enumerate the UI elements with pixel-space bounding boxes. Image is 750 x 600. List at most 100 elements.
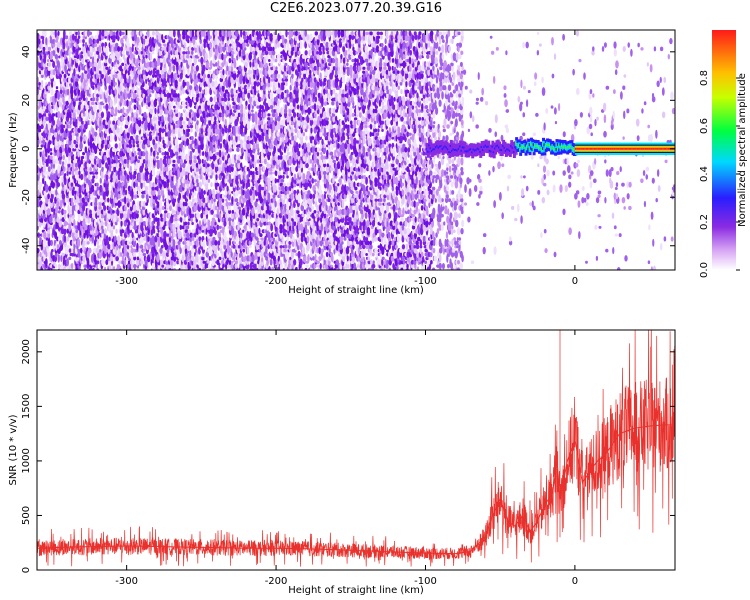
spectrogram-cell: [84, 136, 88, 141]
spectrogram-cell: [195, 253, 199, 263]
spectrogram-cell: [274, 58, 278, 63]
spectrogram-cell: [234, 30, 239, 37]
spectrogram-cell: [54, 54, 59, 60]
spectrogram-cell: [65, 127, 68, 134]
spectrogram-cell: [247, 103, 251, 111]
spectrogram-cell: [75, 57, 79, 64]
spectrogram-cell: [182, 246, 185, 256]
spectrogram-cell: [114, 81, 118, 86]
spectrogram-cell: [255, 237, 259, 241]
spectrogram-cell: [51, 190, 54, 195]
spectrogram-cell: [66, 166, 70, 172]
spectrogram-cell: [187, 39, 190, 44]
spectrogram-cell: [123, 196, 127, 205]
spectrogram-cell: [133, 66, 137, 70]
spectrogram-cell: [45, 171, 49, 175]
spectrogram-cell: [218, 236, 222, 242]
spectrogram-cell: [50, 239, 53, 246]
spectrogram-cell: [159, 157, 163, 165]
spectrogram-cell: [177, 240, 181, 245]
spectrogram-cell: [191, 194, 195, 199]
spectrogram-cell: [86, 257, 90, 267]
spectrogram-cell: [66, 143, 70, 148]
spectrogram-cell: [195, 65, 200, 72]
spectrogram-cell: [258, 30, 261, 36]
spectrogram-cell: [61, 228, 65, 235]
spectrogram-cell: [145, 58, 149, 63]
spectrogram-cell: [63, 77, 67, 83]
spectrogram-cell: [63, 163, 67, 168]
spectrogram-cell: [68, 48, 71, 57]
spectrogram-cell: [37, 197, 40, 204]
spectrogram-cell: [267, 186, 272, 191]
spectrogram-cell: [234, 260, 239, 265]
spectrogram-cell: [191, 140, 195, 144]
spectrogram-cell: [265, 247, 268, 254]
spectrogram-cell: [77, 136, 81, 140]
spectrogram-cell: [81, 197, 86, 203]
spectrogram-cell: [239, 139, 244, 145]
spectrogram-cell: [71, 53, 75, 61]
spectrogram-cell: [98, 44, 102, 53]
spectrogram-cell: [57, 164, 61, 174]
spectrogram-cell: [258, 163, 263, 167]
spectrogram-cell: [182, 65, 185, 72]
spectrogram-cell: [47, 166, 51, 173]
spectrogram-cell: [228, 134, 231, 142]
spectrogram-cell: [112, 209, 115, 214]
spectrogram-cell: [151, 235, 155, 243]
spectrogram-cell: [100, 218, 104, 222]
spectrogram-cell: [120, 108, 123, 114]
spectrogram-cell: [42, 37, 45, 45]
spectrogram-cell: [166, 82, 170, 86]
spectrogram-cell: [68, 222, 72, 232]
spectrogram-cell: [187, 229, 191, 233]
spectrogram-cell: [225, 201, 230, 207]
spectrogram-cell: [52, 267, 56, 270]
spectrogram-cell: [149, 36, 153, 46]
spectrogram-cell: [142, 233, 146, 237]
spectrogram-cell: [133, 251, 137, 258]
spectrogram-cell: [91, 127, 95, 133]
spectrogram-cell: [202, 78, 206, 82]
spectrogram-cell: [41, 74, 44, 79]
spectrogram-cell: [121, 62, 125, 67]
spectrogram-cell: [84, 70, 88, 74]
spectrogram-cell: [223, 54, 227, 59]
spectrogram-cell: [100, 221, 104, 226]
spectrogram-cell: [107, 143, 111, 148]
spectrogram-cell: [154, 116, 158, 121]
spectrogram-cell: [161, 115, 164, 123]
spectrogram-cell: [51, 113, 56, 117]
spectrogram-cell: [45, 184, 49, 193]
spectrogram-cell: [103, 105, 106, 109]
spectrogram-cell: [230, 166, 234, 172]
spectrogram-cell: [152, 150, 156, 157]
spectrogram-cell: [183, 216, 186, 223]
spectrogram-cell: [72, 236, 77, 242]
spectrogram-cell: [181, 178, 185, 184]
spectrogram-cell: [109, 66, 113, 70]
spectrogram-cell: [196, 119, 199, 126]
spectrogram-cell: [181, 100, 186, 107]
spectrogram-cell: [165, 166, 169, 172]
spectrogram-cell: [145, 232, 148, 238]
spectrogram-cell: [210, 101, 214, 105]
spectrogram-cell: [89, 209, 92, 215]
spectrogram-cell: [182, 120, 186, 125]
spectrogram-cell: [105, 45, 108, 52]
spectrogram-cell: [193, 159, 197, 164]
spectrogram-cell: [172, 123, 176, 130]
spectrogram-cell: [61, 160, 65, 170]
spectrogram-cell: [39, 162, 42, 169]
spectrogram-cell: [156, 155, 159, 160]
spectrogram-cell: [78, 170, 81, 176]
spectrogram-cell: [68, 76, 72, 84]
spectrogram-cell: [256, 139, 259, 145]
spectrogram-cell: [49, 53, 53, 61]
spectrogram-cell: [151, 51, 155, 55]
spectrogram-cell: [52, 38, 55, 45]
spectrogram-cell: [54, 30, 57, 38]
spectrogram-cell: [127, 115, 130, 122]
spectrogram-cell: [256, 217, 260, 222]
